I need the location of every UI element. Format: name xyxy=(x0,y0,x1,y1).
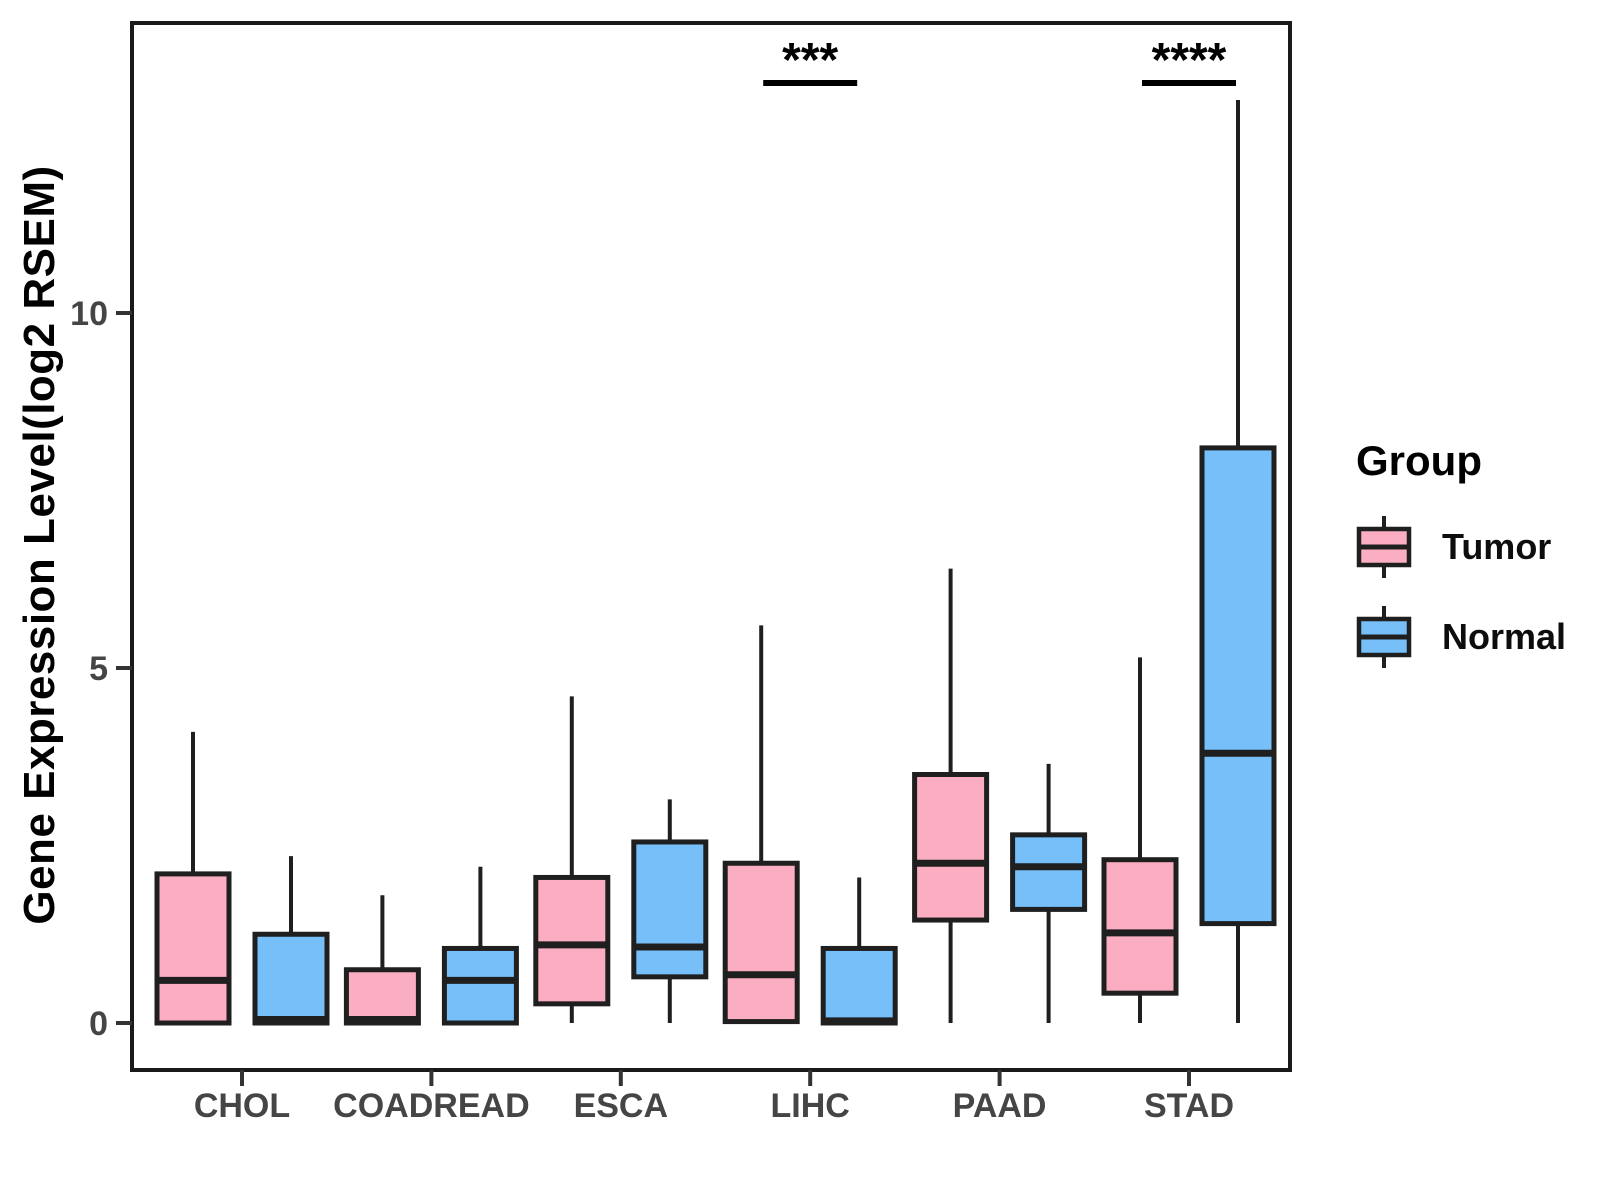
legend-title: Group xyxy=(1356,437,1482,484)
legend-boxplot-glyph-tumor xyxy=(1356,516,1412,578)
legend-item-normal: Normal xyxy=(1356,606,1566,668)
significance-bar-LIHC xyxy=(763,80,858,86)
x-tick-label-COADREAD: COADREAD xyxy=(333,1087,529,1125)
panel-border xyxy=(130,21,1292,1072)
legend-item-tumor: Tumor xyxy=(1356,516,1566,578)
x-tick-label-STAD: STAD xyxy=(1144,1087,1234,1125)
y-axis-title: Gene Expression Level(log2 RSEM) xyxy=(15,165,64,925)
x-tick-label-LIHC: LIHC xyxy=(771,1087,850,1125)
box-normal-LIHC xyxy=(820,945,898,1026)
legend-items: Tumor Normal xyxy=(1356,516,1566,668)
box-normal-CHOL xyxy=(252,931,330,1026)
legend-label-normal: Normal xyxy=(1442,616,1567,657)
significance-bar-STAD xyxy=(1142,80,1236,86)
y-tick-label: 0 xyxy=(89,1005,108,1043)
x-tick-label-ESCA: ESCA xyxy=(574,1087,668,1125)
box-tumor-LIHC xyxy=(722,860,800,1025)
legend-label-tumor: Tumor xyxy=(1442,526,1552,567)
box-normal-STAD xyxy=(1199,445,1277,927)
legend: Group Tumor Normal xyxy=(1356,440,1566,668)
x-tick-label-PAAD: PAAD xyxy=(953,1087,1047,1125)
box-tumor-PAAD xyxy=(912,772,990,923)
y-tick-label: 5 xyxy=(89,650,108,688)
box-normal-PAAD xyxy=(1010,832,1088,912)
box-tumor-COADREAD xyxy=(343,967,421,1026)
box-normal-COADREAD xyxy=(441,945,519,1026)
y-tick-label: 10 xyxy=(70,295,108,333)
box-tumor-STAD xyxy=(1101,857,1179,996)
legend-boxplot-glyph-normal xyxy=(1356,606,1412,668)
box-normal-ESCA xyxy=(631,839,709,980)
significance-stars-STAD: **** xyxy=(1152,34,1227,87)
x-tick-label-CHOL: CHOL xyxy=(194,1087,290,1125)
significance-stars-LIHC: *** xyxy=(782,34,838,87)
box-tumor-CHOL xyxy=(154,871,232,1026)
box-tumor-ESCA xyxy=(533,874,611,1007)
